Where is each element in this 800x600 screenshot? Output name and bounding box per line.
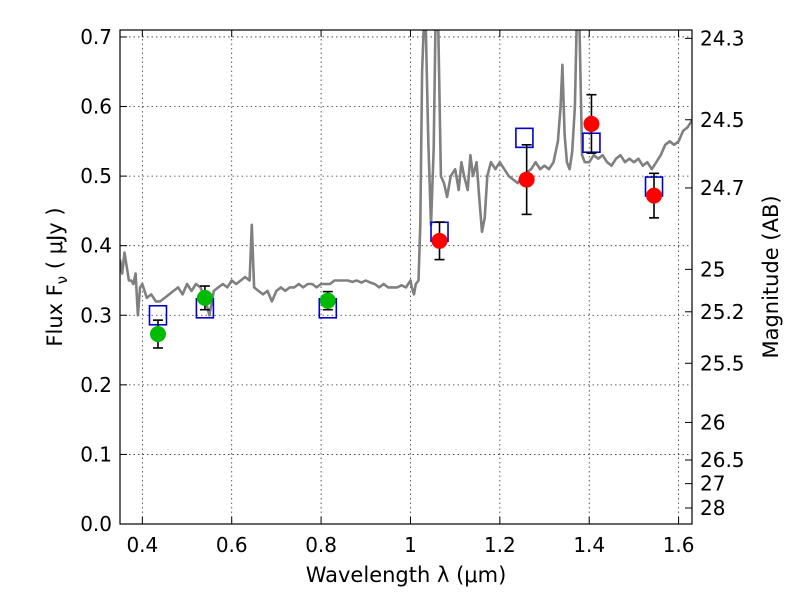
y-tick-label: 0.2 (80, 373, 112, 397)
x-tick-label: 0.8 (305, 533, 337, 557)
y2-tick-label: 26 (700, 410, 725, 434)
y2-tick-label: 24.5 (700, 108, 745, 132)
model-photometry-square (515, 127, 534, 149)
y-tick-label: 0.7 (80, 25, 112, 49)
x-tick-label: 1.2 (484, 533, 516, 557)
x-tick-label: 1 (404, 533, 417, 557)
observed-nir-point (518, 171, 535, 188)
y-tick-label: 0.4 (80, 234, 112, 258)
x-tick-label: 1.4 (573, 533, 605, 557)
y2-tick-label: 24.3 (700, 26, 745, 50)
model-spectrum-line (120, 30, 692, 317)
plot-background (120, 30, 692, 524)
y2-tick-label: 26.5 (700, 448, 745, 472)
y2-tick-label: 25.5 (700, 351, 745, 375)
y-tick-label: 0.1 (80, 442, 112, 466)
x-tick-label: 0.4 (126, 533, 158, 557)
observed-nir-point (431, 232, 448, 249)
y2-tick-label: 24.7 (700, 176, 745, 200)
plot-frame (119, 29, 693, 525)
y-tick-label: 0.6 (80, 95, 112, 119)
axes-layer: 0.4 0.6 0.8 1 1.2 1.4 1.6 0.0 0.1 0.2 0.3 0.4 0.5 0.6… (80, 25, 744, 557)
y2-tick-label: 27 (700, 472, 725, 496)
y-axis-title-main: Flux F (43, 284, 67, 346)
observed-nir-point (583, 115, 600, 132)
x-tick-label: 0.6 (216, 533, 248, 557)
y-tick-label: 0.0 (80, 512, 112, 536)
x-tick-label: 1.6 (663, 533, 695, 557)
y-axis-title: Flux Fν ( μJy ) (43, 207, 71, 346)
series-layer (120, 30, 692, 349)
y-axis-title-unit: ( μJy ) (43, 207, 67, 275)
observed-optical-point (319, 292, 336, 309)
y-tick-label: 0.3 (80, 303, 112, 327)
y2-tick-label: 25 (700, 257, 725, 281)
y2-tick-label: 25.2 (700, 300, 745, 324)
y2-tick-label: 28 (700, 496, 725, 520)
observed-nir-point (646, 187, 663, 204)
y-tick-label: 0.5 (80, 164, 112, 188)
y2-axis-title: Magnitude (AB) (759, 195, 783, 358)
x-axis-title: Wavelength λ (μm) (306, 563, 507, 587)
observed-optical-point (149, 326, 166, 343)
y-axis-title-sub: ν (53, 276, 71, 284)
observed-optical-point (196, 289, 213, 306)
